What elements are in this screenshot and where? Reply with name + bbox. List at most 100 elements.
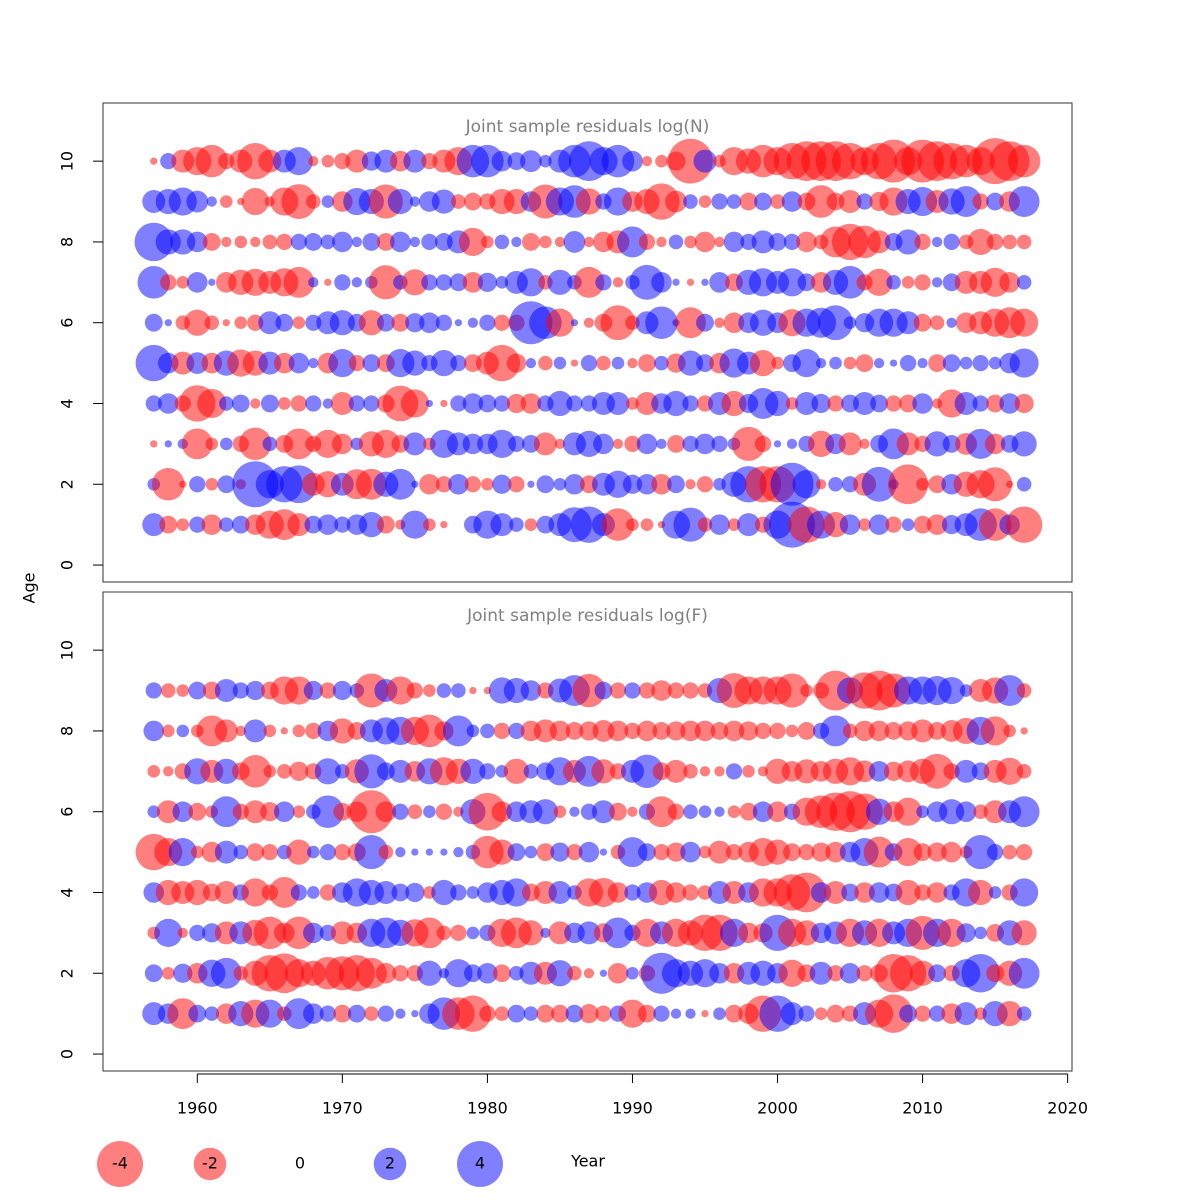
bubble (536, 475, 555, 494)
bubble (858, 518, 871, 531)
bubble (135, 344, 172, 382)
bubble (219, 517, 234, 532)
bubble (258, 311, 282, 335)
bubble (253, 916, 287, 950)
bubble (324, 278, 332, 286)
bubble (374, 149, 398, 173)
x-tick-label: 2000 (757, 1099, 798, 1118)
bubble (250, 398, 261, 409)
bubble (419, 312, 440, 333)
bubble (536, 843, 555, 862)
bubble (653, 843, 670, 861)
bubble (524, 845, 538, 859)
bubble (206, 196, 217, 207)
bubble (1016, 476, 1032, 492)
bubble (638, 1004, 656, 1023)
bubble (967, 228, 994, 256)
bubble (797, 722, 816, 740)
bubble (308, 277, 319, 288)
bubble (525, 357, 537, 369)
bubble (405, 313, 425, 333)
bubble (754, 722, 772, 740)
bubble (668, 234, 684, 250)
bubble (440, 399, 448, 408)
bubble (804, 185, 838, 218)
bubble (435, 476, 453, 493)
bubble (1010, 878, 1039, 907)
legend-label: -4 (112, 1154, 128, 1173)
bubble (668, 138, 713, 184)
bubble (328, 349, 357, 378)
bubble (652, 722, 671, 740)
bubble (999, 272, 1020, 293)
bubble (685, 479, 696, 490)
bubble (547, 269, 573, 295)
bubble (865, 268, 893, 296)
bubble (768, 233, 787, 251)
bubble (319, 843, 336, 861)
bubble (402, 350, 428, 376)
bubble (371, 429, 400, 458)
bubble (672, 278, 680, 286)
bubble (435, 803, 453, 820)
bubble (916, 477, 929, 491)
bubble (626, 397, 639, 410)
bubble (468, 792, 507, 831)
bubble (818, 305, 853, 341)
bubble (629, 264, 665, 300)
bubble (462, 272, 484, 293)
bubble (289, 761, 309, 781)
bubble (604, 470, 632, 498)
bubble (172, 801, 194, 822)
bubble (400, 510, 429, 539)
bubble (618, 999, 647, 1028)
bubble (416, 960, 442, 986)
x-tick-label: 1990 (612, 1099, 653, 1118)
bubble (277, 764, 292, 779)
bubble (523, 764, 539, 779)
bubble (710, 722, 729, 740)
bubble (479, 314, 496, 331)
bubble (190, 845, 204, 859)
bubble (362, 233, 381, 251)
bubble (885, 516, 902, 533)
bubble (462, 393, 484, 414)
bubble (322, 398, 333, 409)
bubble (330, 921, 354, 945)
bubble (617, 226, 648, 258)
bubble (811, 393, 831, 414)
bubble (778, 959, 806, 987)
bubble (863, 836, 895, 868)
bubble (884, 722, 903, 740)
bubble (464, 476, 482, 493)
bubble (651, 680, 672, 701)
bubble (696, 476, 714, 493)
bubble (986, 192, 1005, 211)
bubble (807, 430, 835, 457)
bubble (824, 880, 848, 904)
bubble (176, 276, 190, 289)
bubble (173, 963, 193, 983)
bubble (723, 312, 745, 333)
bubble (347, 1004, 366, 1023)
bubble (186, 190, 209, 213)
bubble (520, 393, 542, 414)
bubble (358, 310, 384, 336)
bubble (250, 236, 261, 248)
bubble (554, 236, 566, 248)
bubble (1020, 727, 1028, 735)
bubble (411, 480, 419, 488)
bubble (749, 309, 777, 336)
bubble (980, 716, 1010, 746)
bubble (599, 969, 608, 977)
bubble (583, 236, 595, 248)
bubble (599, 848, 608, 856)
bubble (886, 275, 901, 290)
bubble (913, 515, 932, 534)
bubble (493, 395, 511, 412)
bubble (463, 192, 482, 211)
bubble (721, 390, 747, 417)
bubble (841, 883, 859, 902)
bubble (708, 840, 732, 864)
bubble (895, 879, 921, 906)
